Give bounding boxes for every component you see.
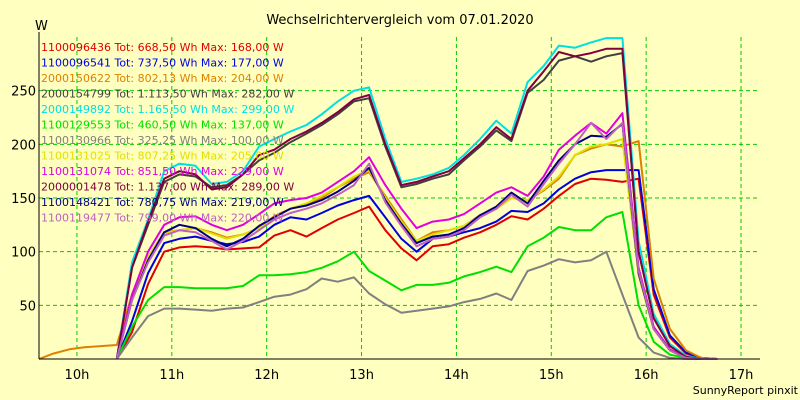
legend: 1100096436 Tot: 668,50 Wh Max: 168,00 W 1… — [41, 41, 294, 225]
legend-entry: 1100131025 Tot: 807,25 Wh Max: 205,00 W — [41, 150, 284, 163]
x-tick-label: 14h — [444, 368, 469, 383]
chart-title: Wechselrichtervergleich vom 07.01.2020 — [266, 13, 533, 28]
x-tick-label: 13h — [349, 368, 374, 383]
y-tick-label: 250 — [11, 85, 36, 100]
legend-entry: 1100129553 Tot: 460,50 Wh Max: 137,00 W — [41, 119, 284, 132]
legend-entry: 1100131074 Tot: 851,50 Wh Max: 229,00 W — [41, 165, 284, 178]
x-tick-label: 10h — [65, 368, 90, 383]
legend-entry: 2000154799 Tot: 1.113,50 Wh Max: 282,00 … — [41, 88, 294, 101]
series-line-7 — [115, 250, 718, 360]
legend-entry: 2000149892 Tot: 1.165,50 Wh Max: 299,00 … — [41, 103, 294, 116]
x-tick-label: 12h — [254, 368, 279, 383]
x-tick-label: 15h — [539, 368, 564, 383]
y-tick-label: 200 — [11, 138, 36, 153]
series-line-4 — [115, 52, 718, 360]
legend-entry: 1100148421 Tot: 780,75 Wh Max: 219,00 W — [41, 196, 284, 209]
legend-entry: 2000001478 Tot: 1.137,00 Wh Max: 289,00 … — [41, 181, 294, 194]
legend-entry: 1100119477 Tot: 799,00 Wh Max: 220,00 W — [41, 212, 284, 225]
axes: 50 100 150 200 250 10h 11h 12h 13h 14h 15h 16h 17h — [11, 32, 760, 383]
footer-credit: SunnyReport pinxit — [693, 384, 799, 397]
y-tick-label: 100 — [11, 246, 36, 261]
series-line-1 — [115, 177, 718, 360]
series-line-5 — [115, 37, 718, 360]
series-line-9 — [115, 112, 718, 360]
x-tick-label: 11h — [159, 368, 184, 383]
series-lines — [38, 37, 718, 360]
legend-entry: 2000150622 Tot: 802,13 Wh Max: 204,00 W — [41, 72, 284, 85]
series-line-6 — [115, 211, 718, 360]
series-line-12 — [115, 121, 718, 360]
series-line-10 — [115, 47, 718, 360]
x-tick-label: 17h — [729, 368, 754, 383]
series-line-8 — [115, 138, 718, 360]
y-tick-label: 150 — [11, 192, 36, 207]
legend-entry: 1100096436 Tot: 668,50 Wh Max: 168,00 W — [41, 41, 284, 54]
x-tick-label: 16h — [634, 368, 659, 383]
legend-entry: 1100096541 Tot: 737,50 Wh Max: 177,00 W — [41, 57, 284, 70]
y-tick-label: 50 — [19, 299, 36, 314]
y-axis-unit: W — [35, 19, 48, 34]
legend-entry: 1100130966 Tot: 325,25 Wh Max: 100,00 W — [41, 134, 284, 147]
